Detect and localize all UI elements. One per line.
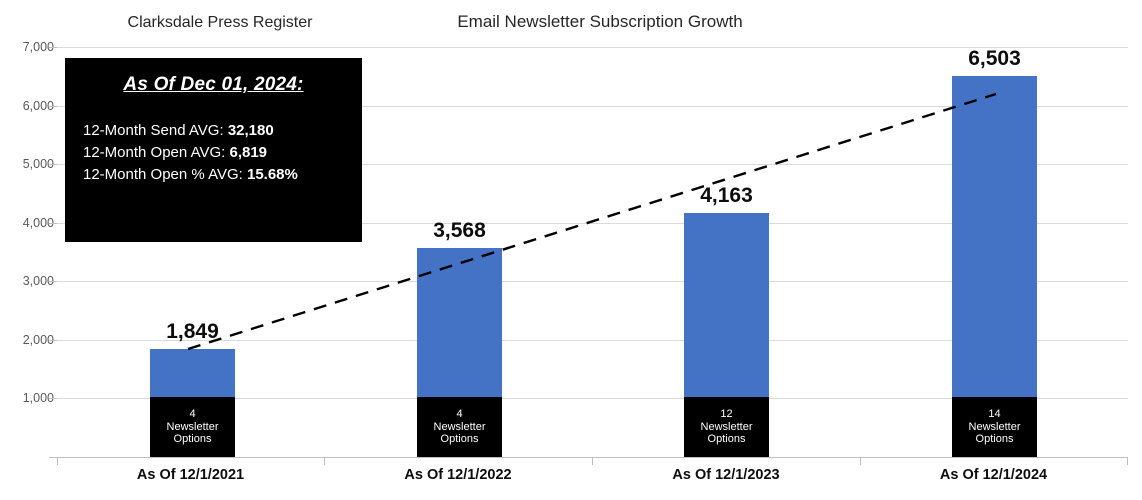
gridline [57, 47, 1128, 48]
callout-stat-label: 12-Month Open AVG: [83, 144, 230, 161]
bar-annotation-line1: Newsletter [433, 420, 486, 433]
y-tick-mark [49, 339, 57, 341]
bar-annotation-line2: Options [440, 433, 479, 446]
bar-annotation-line2: Options [173, 433, 212, 446]
callout-stat-label: 12-Month Send AVG: [83, 122, 228, 139]
y-tick-mark [49, 47, 57, 48]
bar-value-label: 1,849 [166, 319, 219, 343]
callout-stat-open-pct-avg: 12-Month Open % AVG: 15.68% [79, 166, 348, 183]
bar-group[interactable]: 6,503 14 Newsletter Options [952, 47, 1037, 457]
callout-stat-value: 32,180 [227, 122, 274, 139]
bar-annotation-line2: Options [975, 433, 1014, 446]
x-category-label-4: As Of 12/1/2024 [939, 467, 1048, 483]
bar-annotation-count: 14 [988, 407, 1001, 420]
y-tick-label-5000: 5,000 [22, 157, 54, 172]
y-tick-label-4000: 4,000 [22, 215, 54, 230]
bar-value-label: 3,568 [433, 218, 486, 242]
y-tick-label-1000: 1,000 [22, 391, 54, 406]
bar-value-label: 6,503 [968, 47, 1021, 70]
bar-value-label: 4,163 [700, 184, 753, 207]
x-tick-mark [592, 457, 593, 465]
callout-stat-label: 12-Month Open % AVG: [83, 166, 247, 183]
y-tick-label-0: - [2, 450, 54, 464]
bar-annotation: 14 Newsletter Options [952, 397, 1037, 457]
callout-stat-open-avg: 12-Month Open AVG: 6,819 [79, 144, 348, 161]
y-tick-label-6000: 6,000 [22, 98, 54, 113]
bar-annotation: 4 Newsletter Options [150, 397, 235, 457]
callout-stat-value: 6,819 [229, 144, 268, 161]
y-tick-mark [49, 281, 57, 283]
chart-subtitle: Clarksdale Press Register [127, 14, 313, 31]
callout-heading: As Of Dec 01, 2024: [123, 74, 304, 95]
bar-group[interactable]: 3,568 4 Newsletter Options [417, 47, 502, 457]
callout-stat-send-avg: 12-Month Send AVG: 32,180 [79, 122, 348, 139]
bar-group[interactable]: 4,163 12 Newsletter Options [684, 47, 769, 457]
y-tick-mark [49, 164, 57, 166]
x-tick-mark [860, 457, 861, 465]
gridline [57, 398, 1128, 400]
callout-stat-value: 15.68% [246, 166, 298, 183]
x-tick-mark [1127, 457, 1128, 465]
bar-annotation: 4 Newsletter Options [417, 397, 502, 457]
bar-annotation-line1: Newsletter [166, 420, 219, 433]
bar-annotation-line1: Newsletter [700, 420, 753, 433]
bar-annotation-count: 4 [456, 407, 463, 420]
y-tick-mark [49, 457, 57, 458]
bar-annotation-line2: Options [707, 433, 746, 446]
bar-annotation-count: 4 [189, 407, 196, 420]
x-tick-mark [57, 457, 58, 465]
x-category-label-1: As Of 12/1/2021 [136, 467, 245, 483]
bar-annotation-line1: Newsletter [968, 420, 1021, 433]
bar-annotation-count: 12 [720, 407, 733, 420]
y-tick-mark [49, 398, 57, 400]
x-category-label-3: As Of 12/1/2023 [672, 467, 780, 483]
x-category-label-2: As Of 12/1/2022 [404, 467, 512, 483]
y-tick-mark [49, 105, 57, 107]
summary-callout-box: As Of Dec 01, 2024: 12-Month Send AVG: 3… [65, 58, 362, 242]
y-tick-label-7000: 7,000 [22, 40, 54, 54]
x-tick-mark [324, 457, 325, 465]
bar-annotation: 12 Newsletter Options [684, 397, 769, 457]
y-tick-label-2000: 2,000 [22, 332, 54, 347]
y-tick-mark [49, 222, 57, 224]
chart-title: Email Newsletter Subscription Growth [457, 12, 743, 31]
y-tick-label-3000: 3,000 [22, 274, 54, 289]
